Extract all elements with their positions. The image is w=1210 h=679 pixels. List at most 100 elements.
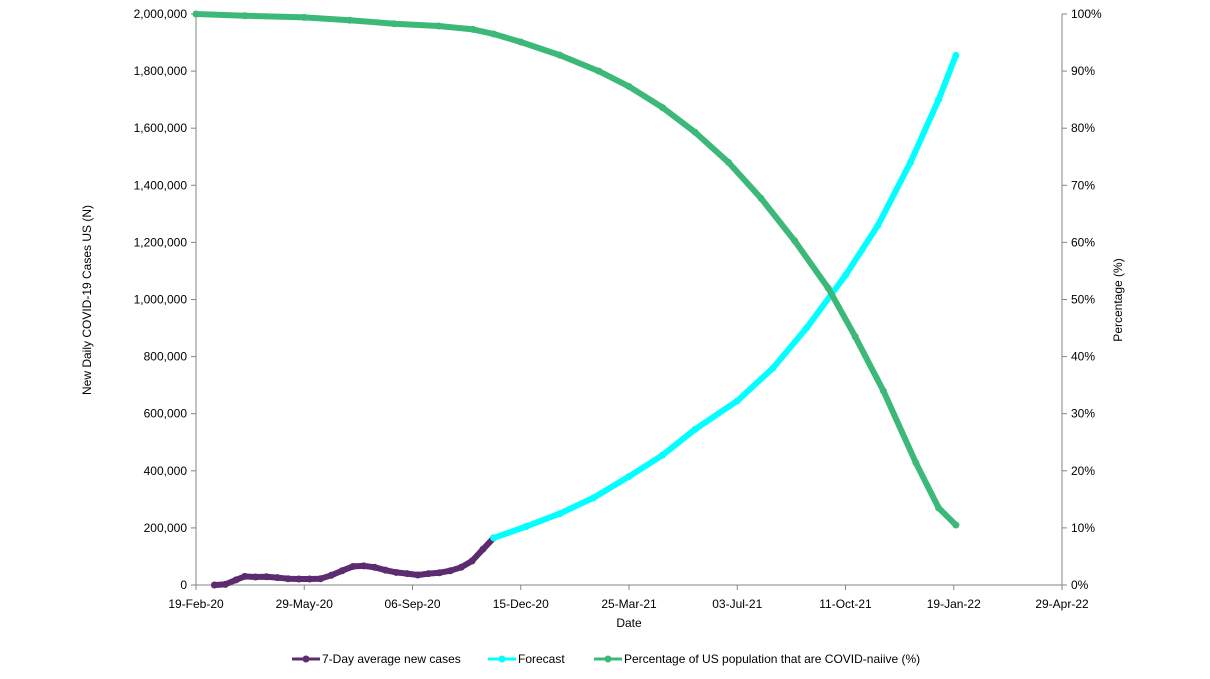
y-right-tick-label: 80% <box>1071 121 1095 135</box>
data-point-naive <box>595 67 603 75</box>
data-point-naive <box>952 521 960 529</box>
y-right-tick-label: 20% <box>1071 464 1095 478</box>
y-right-tick-label: 30% <box>1071 407 1095 421</box>
data-point-cases <box>446 567 454 575</box>
data-point-cases <box>392 568 400 576</box>
legend-item-cases: 7-Day average new cases <box>292 652 461 666</box>
data-point-cases <box>403 570 411 578</box>
x-tick-label: 29-May-20 <box>276 597 334 611</box>
x-tick-label: 03-Jul-21 <box>712 597 762 611</box>
y-left-axis-title: New Daily COVID-19 Cases US (N) <box>80 205 94 395</box>
data-point-cases <box>338 567 346 575</box>
data-point-forecast <box>874 221 882 229</box>
data-point-cases <box>262 573 270 581</box>
data-point-forecast <box>952 51 960 59</box>
series-line-forecast <box>490 52 959 541</box>
data-point-cases <box>327 571 335 579</box>
y-left-tick-label: 2,000,000 <box>134 7 188 21</box>
data-point-naive <box>556 51 564 59</box>
legend-label-cases: 7-Day average new cases <box>322 652 461 666</box>
data-point-naive <box>851 333 859 341</box>
x-tick-label: 25-Mar-21 <box>601 597 657 611</box>
y-right-axis-title: Percentage (%) <box>1111 258 1125 341</box>
data-point-naive <box>912 459 920 467</box>
data-point-forecast <box>842 271 849 279</box>
data-point-cases <box>210 581 218 589</box>
data-point-naive <box>725 158 733 166</box>
y-left-tick-label: 800,000 <box>144 350 188 364</box>
data-point-forecast <box>659 451 667 459</box>
legend-marker-naive <box>604 655 612 663</box>
y-right-tick-label: 100% <box>1071 7 1102 21</box>
data-point-cases <box>436 569 444 577</box>
y-left-tick-label: 600,000 <box>144 407 188 421</box>
data-point-forecast <box>625 473 633 481</box>
data-point-cases <box>349 562 357 570</box>
y-left-tick-label: 1,000,000 <box>134 293 188 307</box>
data-point-naive <box>490 30 498 38</box>
data-point-cases <box>414 571 422 579</box>
data-point-forecast <box>490 534 498 542</box>
y-right-tick-label: 40% <box>1071 350 1095 364</box>
data-point-naive <box>625 83 633 91</box>
data-point-forecast <box>733 397 741 405</box>
data-point-cases <box>457 563 465 571</box>
x-tick-label: 19-Jan-22 <box>927 597 981 611</box>
legend-item-forecast: Forecast <box>488 652 565 666</box>
data-point-naive <box>691 128 699 136</box>
y-left-tick-label: 1,600,000 <box>134 121 188 135</box>
y-right-tick-label: 60% <box>1071 235 1095 249</box>
data-point-naive <box>192 10 200 18</box>
data-point-naive <box>757 194 765 202</box>
data-point-cases <box>252 573 260 581</box>
data-point-forecast <box>906 158 914 166</box>
legend: 7-Day average new cases Forecast Percent… <box>292 652 920 666</box>
y-left-tick-label: 1,200,000 <box>134 235 188 249</box>
data-point-naive <box>879 387 887 395</box>
data-point-naive <box>434 22 442 30</box>
y-left-tick-label: 0 <box>180 578 187 592</box>
data-point-cases <box>221 580 229 588</box>
ticks-layer: 0 200,000 400,000 600,000 800,000 1,000,000 1,… <box>134 7 1102 611</box>
data-point-naive <box>346 16 354 24</box>
data-point-cases <box>232 576 240 584</box>
data-point-cases <box>468 557 476 565</box>
y-right-tick-label: 50% <box>1071 293 1095 307</box>
data-point-cases <box>381 566 389 574</box>
data-point-naive <box>300 13 308 21</box>
data-point-naive <box>469 25 477 33</box>
y-right-tick-label: 90% <box>1071 64 1095 78</box>
data-point-cases <box>425 570 433 578</box>
data-point-forecast <box>803 324 811 332</box>
x-tick-label: 19-Feb-20 <box>168 597 224 611</box>
legend-label-naive: Percentage of US population that are COV… <box>624 652 920 666</box>
y-left-tick-label: 400,000 <box>144 464 188 478</box>
legend-marker-cases <box>302 655 310 663</box>
legend-label-forecast: Forecast <box>518 652 565 666</box>
legend-marker-forecast <box>498 655 506 663</box>
x-tick-label: 15-Dec-20 <box>493 597 549 611</box>
x-axis-title: Date <box>616 616 642 630</box>
data-point-naive <box>390 20 398 28</box>
x-tick-label: 11-Oct-21 <box>819 597 872 611</box>
data-point-forecast <box>769 364 777 372</box>
data-point-forecast <box>556 510 564 518</box>
data-point-naive <box>241 12 249 20</box>
y-left-tick-label: 200,000 <box>144 521 188 535</box>
data-point-forecast <box>589 494 597 502</box>
data-point-cases <box>306 575 314 583</box>
data-point-naive <box>824 284 832 292</box>
data-point-cases <box>316 575 324 583</box>
data-point-cases <box>360 562 368 570</box>
data-point-forecast <box>935 96 943 104</box>
data-point-cases <box>241 572 249 580</box>
data-point-cases <box>479 545 487 553</box>
data-point-cases <box>295 575 303 583</box>
data-point-naive <box>791 237 799 245</box>
data-point-naive <box>517 38 525 46</box>
y-left-tick-label: 1,800,000 <box>134 64 188 78</box>
y-right-tick-label: 10% <box>1071 521 1095 535</box>
data-point-naive <box>935 504 943 512</box>
